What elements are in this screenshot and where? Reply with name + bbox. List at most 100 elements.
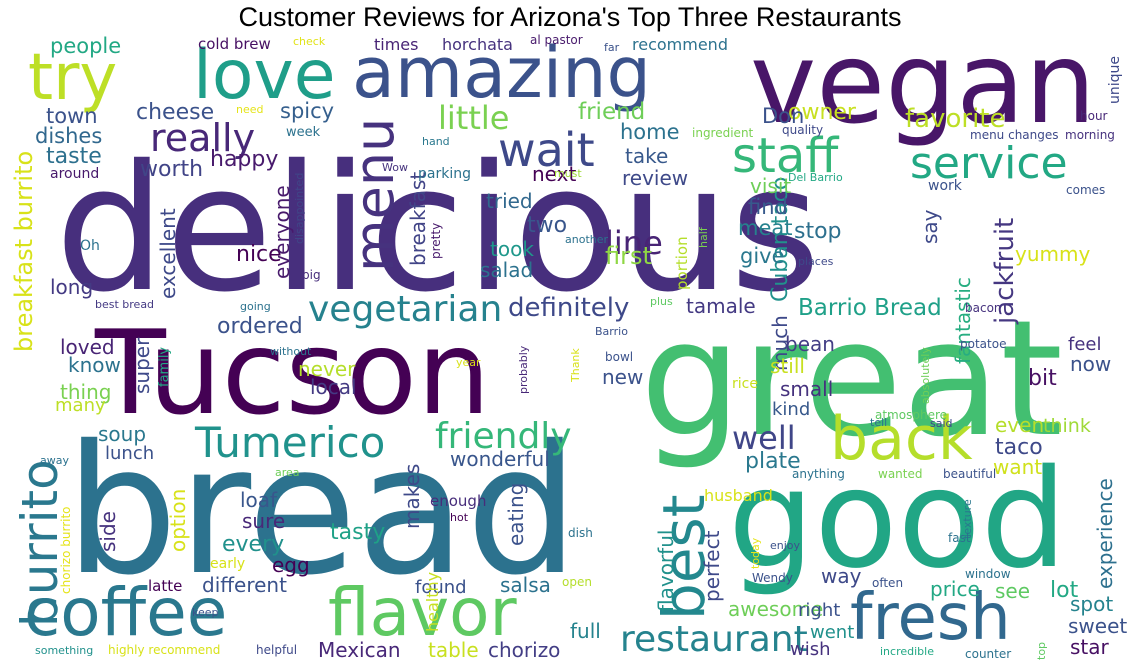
word-stop: stop — [794, 219, 842, 244]
word-vegetarian: vegetarian — [308, 289, 503, 330]
word-see: see — [995, 579, 1031, 603]
word-right: right — [798, 600, 841, 621]
word-experience: experience — [1093, 478, 1117, 589]
word-happy: happy — [210, 147, 279, 172]
word-probably: probably — [517, 345, 530, 394]
word-disappointed: disappointed — [293, 172, 306, 244]
word-lunch: lunch — [105, 443, 155, 464]
word-parking: parking — [418, 166, 471, 182]
word-table: table — [428, 638, 479, 662]
word-chorizo-burrito: chorizo burrito — [59, 506, 73, 594]
word-took: took — [490, 237, 534, 261]
word-soup: soup — [98, 422, 147, 446]
word-worth: worth — [140, 157, 204, 182]
word-bread: bread — [65, 407, 579, 614]
word-line: line — [605, 224, 663, 262]
word-great: great — [640, 285, 1064, 472]
word-feel: feel — [1068, 334, 1102, 355]
word-need: need — [236, 103, 264, 116]
word-potatoe: potatoe — [960, 337, 1007, 351]
word-visit: visit — [750, 174, 792, 198]
word-friend: friend — [578, 99, 646, 125]
word-tucson: Tucson — [95, 306, 491, 441]
word-vegan: vegan — [750, 34, 1096, 149]
word-taste: taste — [46, 144, 102, 169]
word-take: take — [625, 144, 669, 168]
word-people: people — [50, 34, 122, 58]
word-different: different — [202, 573, 287, 597]
word-perfect: perfect — [700, 530, 724, 602]
word-many: many — [55, 395, 106, 416]
word-wendy: Wendy — [752, 571, 793, 585]
word-tell: tell — [870, 416, 888, 429]
word-wanted: wanted — [878, 467, 923, 481]
word-wish: wish — [790, 639, 831, 660]
word-early: early — [210, 556, 246, 572]
word-town: town — [46, 104, 98, 128]
word-long: long — [50, 275, 94, 299]
word-think: think — [1043, 415, 1091, 437]
word-enjoy: enjoy — [770, 539, 801, 552]
word-flavor: flavor — [328, 574, 517, 651]
word-comes: comes — [1066, 183, 1106, 197]
word-bean: bean — [785, 332, 835, 356]
word-delicious: delicious — [55, 128, 821, 331]
word-hot: hot — [450, 511, 469, 524]
word-don: Don — [762, 104, 805, 128]
word-find: find — [748, 195, 788, 219]
word-times: times — [374, 35, 419, 54]
word-meat: meat — [738, 216, 793, 240]
word-bowl: bowl — [605, 350, 634, 364]
word-awesome: awesome — [728, 597, 824, 621]
word-little: little — [438, 99, 510, 137]
word-coffee: coffee — [24, 574, 228, 651]
word-rice: rice — [732, 376, 758, 392]
word-absolutely: absolutely — [919, 347, 932, 404]
word-spot: spot — [1070, 592, 1114, 616]
word-love: love — [193, 36, 336, 115]
word-nice: nice — [236, 242, 282, 267]
word-say: say — [918, 209, 942, 244]
word-menu-changes: menu changes — [970, 128, 1059, 142]
word-today: today — [749, 537, 762, 569]
word-side: side — [96, 511, 120, 552]
word-highly-recommend: highly recommend — [108, 643, 221, 657]
word-bacon: bacon — [965, 301, 1002, 315]
word-salad: salad — [480, 258, 534, 282]
word-ingredient: ingredient — [692, 126, 754, 140]
word-recommend: recommend — [632, 35, 728, 54]
word-still: still — [770, 354, 805, 378]
word-tamale: tamale — [686, 294, 756, 318]
word-mexican: Mexican — [318, 638, 401, 662]
word-barrio-bread: Barrio Bread — [798, 295, 942, 321]
word-yummy: yummy — [1015, 242, 1091, 266]
word-cloud: delicious bread great Tucson good vegan … — [10, 34, 1130, 662]
word-really: really — [150, 116, 256, 160]
word-amazing: amazing — [352, 34, 651, 114]
word-option: option — [166, 488, 190, 552]
word-anything: anything — [792, 467, 845, 481]
word-around: around — [50, 166, 100, 182]
word-sweet: sweet — [1068, 614, 1128, 638]
word-super: super — [130, 337, 154, 394]
word-definitely: definitely — [508, 293, 630, 323]
word-way: way — [821, 564, 862, 588]
word-open: open — [562, 575, 592, 589]
word-egg: egg — [272, 553, 310, 577]
word-half: half — [697, 227, 710, 248]
word-restaurant: restaurant — [620, 619, 808, 660]
word-away: away — [40, 454, 69, 467]
word-fresh: fresh — [850, 581, 1011, 655]
word-next: next — [532, 162, 577, 186]
word-tumerico: Tumerico — [195, 418, 386, 467]
word-beautiful: beautiful — [943, 467, 997, 481]
word-fast: fast — [948, 531, 971, 545]
word-work: work — [928, 178, 962, 194]
word-tasty: tasty — [330, 520, 386, 545]
word-atmosphere: atmosphere — [875, 408, 947, 422]
word-area: area — [275, 466, 300, 479]
word-excellent: excellent — [156, 208, 180, 299]
word-new: new — [602, 365, 644, 389]
word-unique: unique — [1107, 55, 1123, 104]
word-price: price — [930, 577, 980, 601]
